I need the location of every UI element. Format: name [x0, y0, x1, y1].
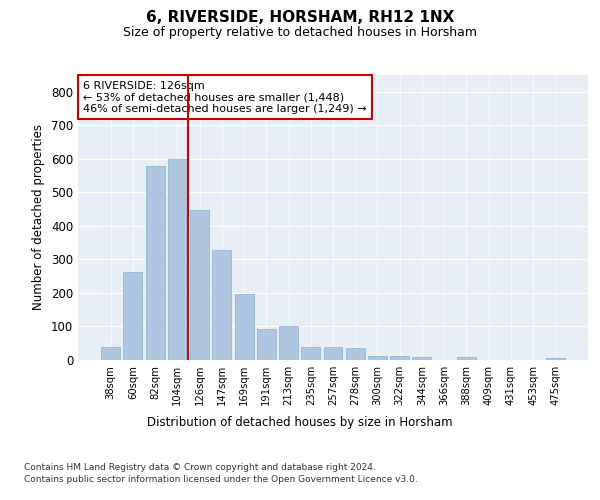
Text: Contains public sector information licensed under the Open Government Licence v3: Contains public sector information licen…: [24, 476, 418, 484]
Text: Size of property relative to detached houses in Horsham: Size of property relative to detached ho…: [123, 26, 477, 39]
Bar: [390, 356, 409, 360]
Bar: [457, 358, 476, 360]
Text: 6, RIVERSIDE, HORSHAM, RH12 1NX: 6, RIVERSIDE, HORSHAM, RH12 1NX: [146, 10, 454, 25]
Bar: [190, 210, 209, 360]
Bar: [101, 346, 120, 360]
Bar: [346, 348, 365, 360]
Bar: [146, 166, 164, 360]
Bar: [168, 159, 187, 360]
Bar: [212, 250, 231, 360]
Bar: [546, 358, 565, 360]
Bar: [301, 346, 320, 360]
Bar: [124, 272, 142, 360]
Bar: [235, 294, 254, 360]
Bar: [368, 356, 387, 360]
Bar: [257, 329, 276, 360]
Bar: [412, 356, 431, 360]
Text: 6 RIVERSIDE: 126sqm
← 53% of detached houses are smaller (1,448)
46% of semi-det: 6 RIVERSIDE: 126sqm ← 53% of detached ho…: [83, 80, 367, 114]
Y-axis label: Number of detached properties: Number of detached properties: [32, 124, 46, 310]
Text: Contains HM Land Registry data © Crown copyright and database right 2024.: Contains HM Land Registry data © Crown c…: [24, 463, 376, 472]
Bar: [279, 326, 298, 360]
Bar: [323, 346, 343, 360]
Text: Distribution of detached houses by size in Horsham: Distribution of detached houses by size …: [147, 416, 453, 429]
